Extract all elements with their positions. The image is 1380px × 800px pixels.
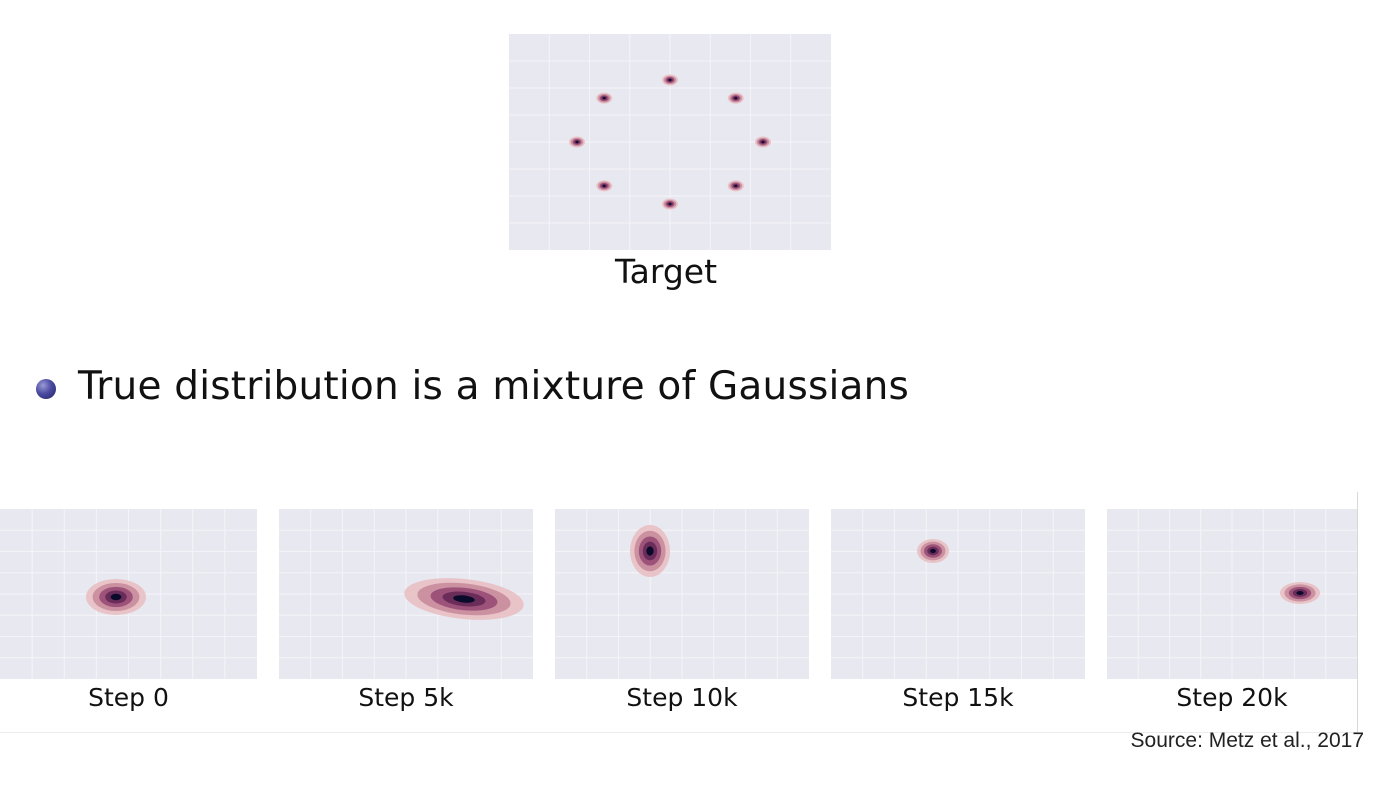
step-2-density-blob-1 [630, 525, 670, 577]
step-3-density-blob-1 [917, 539, 949, 563]
bullet-item: True distribution is a mixture of Gaussi… [36, 358, 909, 414]
step-0-density-svg [0, 509, 257, 679]
step-15k-plot [831, 509, 1085, 679]
target-density-plot [509, 34, 831, 250]
step-1-density-blob-1 [404, 578, 524, 620]
step-15k-density-svg [831, 509, 1085, 679]
step-20k-caption: Step 20k [1176, 683, 1288, 712]
step-10k-density-svg [555, 509, 809, 679]
step-0-density-blob-1 [86, 579, 146, 615]
source-citation: Source: Metz et al., 2017 [1130, 729, 1364, 752]
step-10k-plot [555, 509, 809, 679]
target-mode-1 [662, 74, 678, 86]
step-15k-caption: Step 15k [902, 683, 1014, 712]
bullet-text: True distribution is a mixture of Gaussi… [78, 363, 910, 409]
target-mode-2 [727, 92, 744, 104]
step-5k-caption: Step 5k [358, 683, 454, 712]
training-steps-figure: Step 0 Step 5k Step 10k Step 15k Step 20… [0, 492, 1358, 733]
target-mode-8 [596, 92, 613, 104]
step-10k-caption: Step 10k [626, 683, 738, 712]
target-mode-7 [569, 136, 585, 148]
step-20k-plot [1107, 509, 1357, 679]
step-0-caption: Step 0 [88, 683, 169, 712]
target-mode-4 [727, 180, 744, 192]
target-caption: Target [614, 252, 718, 291]
target-figure: Target [497, 26, 835, 298]
target-mode-5 [662, 198, 678, 210]
step-0-plot [0, 509, 257, 679]
step-4-density-blob-1 [1280, 582, 1320, 604]
target-mode-6 [596, 180, 613, 192]
target-density-svg [509, 34, 831, 250]
step-5k-density-svg [279, 509, 533, 679]
step-20k-density-svg [1107, 509, 1357, 679]
target-mode-3 [755, 136, 771, 148]
bullet-icon [36, 379, 56, 399]
step-5k-plot [279, 509, 533, 679]
